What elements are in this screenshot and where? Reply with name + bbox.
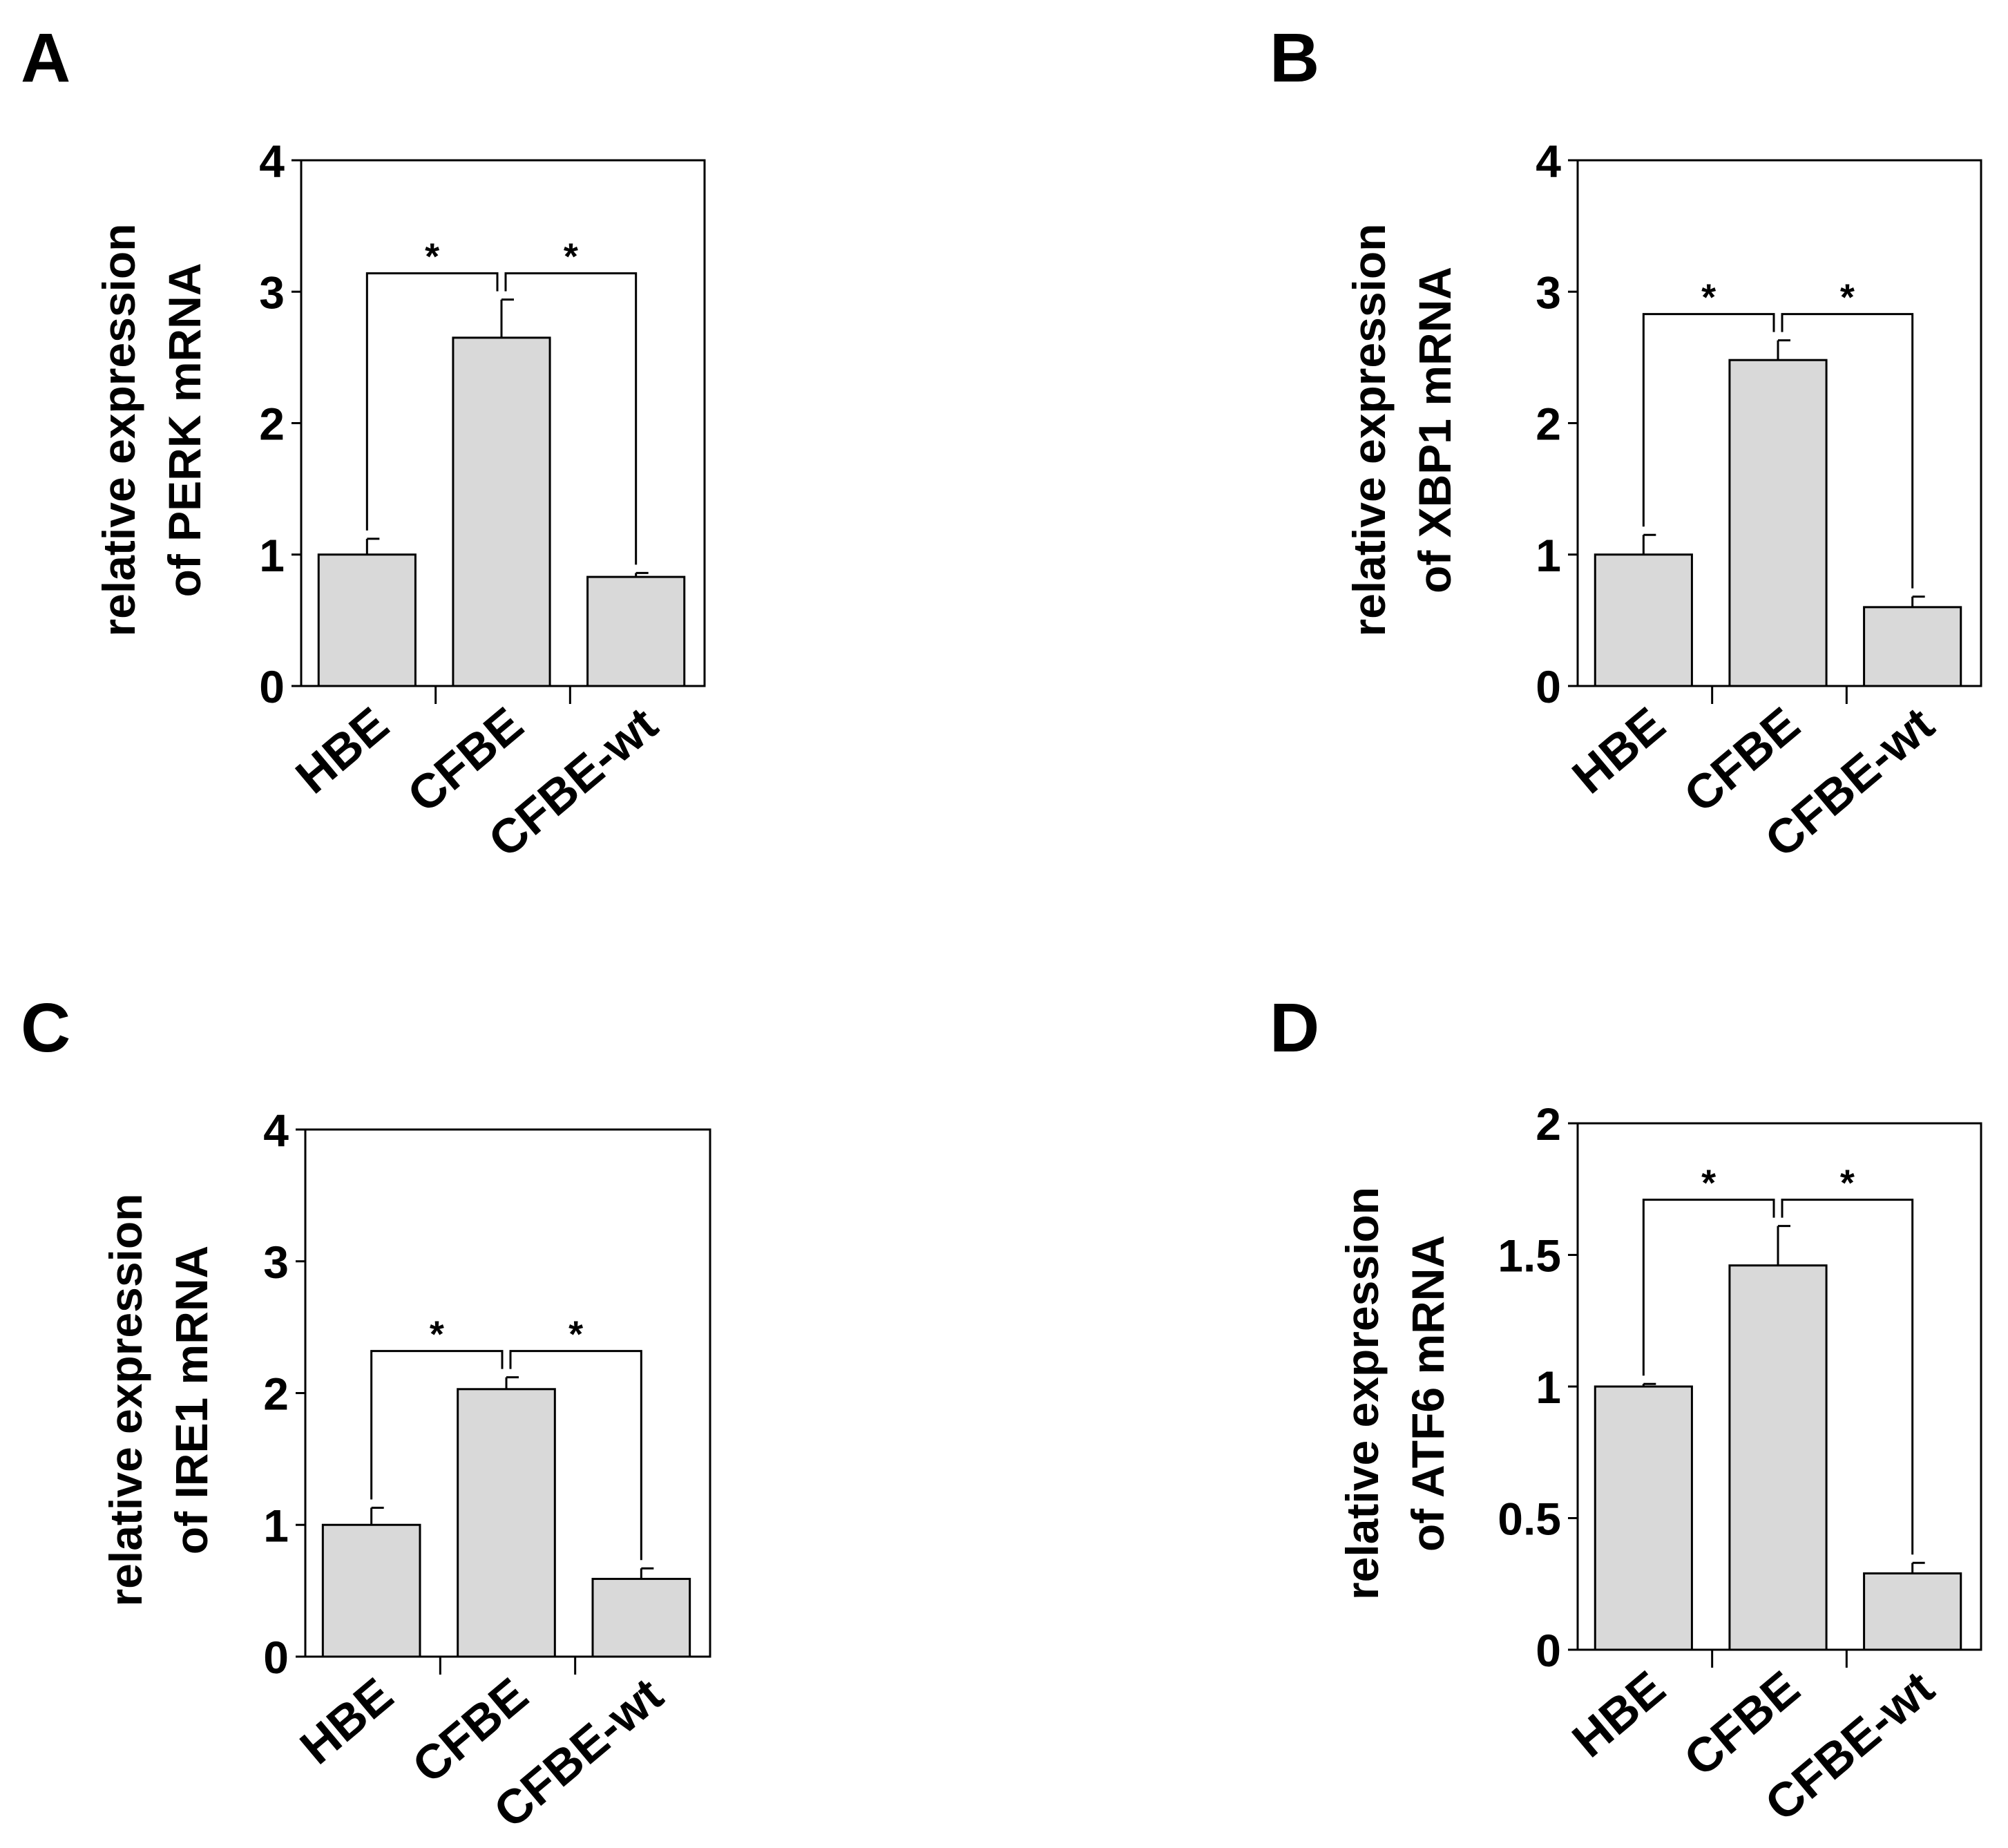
bar-a-0 (317, 553, 417, 687)
bar-a-2 (586, 575, 686, 687)
significance-bracket-c-0 (370, 1350, 504, 1500)
y-tick-label-a: 0 (259, 661, 285, 712)
significance-bracket-b-0 (1642, 313, 1775, 527)
bar-c-2 (591, 1577, 691, 1658)
y-tick-label-a: 4 (259, 135, 285, 187)
significance-star-d-0: * (1701, 1163, 1716, 1204)
bar-b-1 (1728, 359, 1828, 687)
category-label-b-0: HBE (1562, 697, 1675, 804)
y-tick-label-d: 0.5 (1498, 1494, 1561, 1545)
y-axis-title-line1-b: relative expression (1344, 224, 1395, 637)
y-axis-title-line1-d: relative expression (1337, 1187, 1388, 1600)
significance-bracket-d-1 (1781, 1199, 1914, 1555)
significance-bracket-c-1 (509, 1350, 642, 1561)
significance-star-c-0: * (430, 1314, 444, 1355)
panel-label-b: B (1270, 19, 1319, 97)
y-axis-title-line1-c: relative expression (100, 1194, 151, 1607)
y-axis-title-line2-c: of IRE1 mRNA (166, 1246, 217, 1554)
y-tick-label-b: 0 (1536, 661, 1561, 712)
y-tick-label-b: 2 (1536, 399, 1561, 450)
y-axis-title-line1-a: relative expression (93, 224, 144, 637)
bar-d-1 (1728, 1264, 1828, 1651)
bar-b-0 (1594, 553, 1693, 687)
significance-bracket-d-0 (1642, 1199, 1775, 1376)
panel-label-c: C (21, 989, 70, 1067)
y-tick-label-d: 2 (1536, 1098, 1561, 1150)
significance-star-d-1: * (1840, 1163, 1855, 1204)
y-tick-label-a: 3 (259, 267, 285, 318)
significance-star-b-0: * (1701, 277, 1716, 318)
y-tick-label-c: 1 (263, 1500, 289, 1551)
bar-b-2 (1863, 606, 1962, 687)
bar-d-0 (1594, 1385, 1693, 1651)
y-tick-label-c: 0 (263, 1632, 289, 1683)
y-tick-label-a: 2 (259, 399, 285, 450)
category-label-a-0: HBE (286, 697, 399, 804)
y-tick-label-c: 4 (263, 1105, 289, 1156)
y-tick-label-d: 1.5 (1498, 1230, 1561, 1282)
y-tick-label-d: 0 (1536, 1625, 1561, 1676)
y-tick-label-c: 2 (263, 1369, 289, 1420)
panel-label-d: D (1270, 989, 1319, 1067)
significance-star-b-1: * (1840, 277, 1855, 318)
y-tick-label-b: 4 (1536, 135, 1561, 187)
significance-bracket-a-0 (365, 272, 499, 531)
significance-bracket-b-1 (1781, 313, 1914, 589)
y-tick-label-d: 1 (1536, 1362, 1561, 1413)
y-axis-title-line2-d: of ATF6 mRNA (1402, 1235, 1453, 1552)
y-axis-title-line2-b: of XBP1 mRNA (1409, 267, 1460, 593)
y-tick-label-a: 1 (259, 530, 285, 581)
y-axis-title-line2-a: of PERK mRNA (159, 263, 210, 597)
category-label-d-0: HBE (1562, 1661, 1675, 1768)
category-label-c-0: HBE (290, 1668, 403, 1775)
bar-d-2 (1863, 1572, 1962, 1651)
bar-a-1 (452, 336, 551, 687)
significance-star-a-0: * (425, 236, 439, 278)
bar-c-1 (457, 1388, 556, 1658)
y-tick-label-b: 1 (1536, 530, 1561, 581)
significance-star-a-1: * (564, 236, 578, 278)
significance-star-c-1: * (568, 1314, 583, 1355)
significance-bracket-a-1 (504, 272, 638, 565)
bar-c-0 (321, 1523, 421, 1658)
panel-label-a: A (21, 19, 70, 97)
y-tick-label-b: 3 (1536, 267, 1561, 318)
y-tick-label-c: 3 (263, 1237, 289, 1288)
